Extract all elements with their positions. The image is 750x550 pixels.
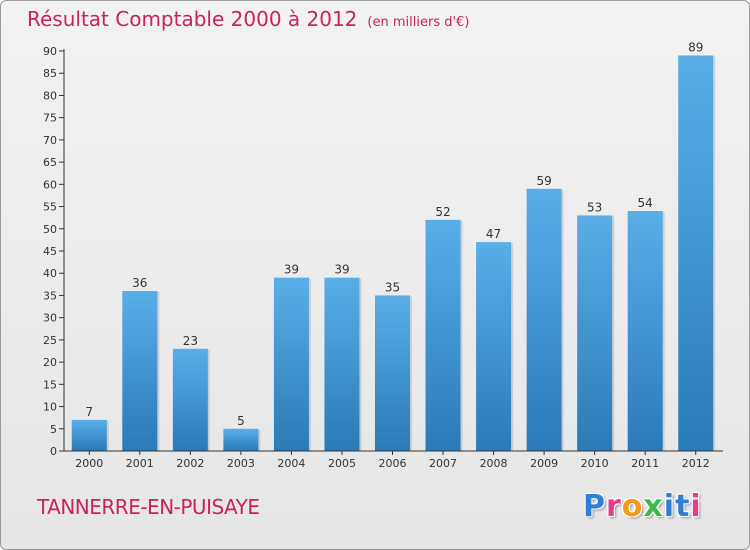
bar — [425, 219, 461, 451]
bar-value-label: 53 — [587, 200, 602, 214]
x-tick-label: 2010 — [581, 457, 609, 470]
x-tick-label: 2009 — [530, 457, 558, 470]
logo-letter: x — [643, 489, 664, 524]
bar — [324, 277, 360, 451]
x-tick-label: 2006 — [379, 457, 407, 470]
y-tick-label: 85 — [43, 67, 57, 80]
y-tick-label: 25 — [43, 334, 57, 347]
bar — [526, 188, 562, 451]
bar-value-label: 36 — [132, 276, 147, 290]
bar-value-label: 54 — [638, 196, 653, 210]
bar-value-label: 23 — [183, 334, 198, 348]
proxiti-logo: Proxiti — [583, 489, 702, 524]
y-tick-label: 30 — [43, 312, 57, 325]
bar-value-label: 89 — [688, 40, 703, 54]
x-axis: 2000 2001 2002 2003 2004 2005 2006 2007 2008 2009… — [64, 450, 723, 470]
y-tick-label: 35 — [43, 289, 57, 302]
logo-letter: P — [583, 489, 606, 524]
bar — [476, 242, 512, 451]
x-tick-label: 2005 — [328, 457, 356, 470]
x-tick-label: 2004 — [277, 457, 305, 470]
x-tick-label: 2001 — [126, 457, 154, 470]
y-tick-label: 50 — [43, 223, 57, 236]
y-tick-label: 75 — [43, 112, 57, 125]
bar-value-label: 39 — [334, 263, 349, 277]
bar — [71, 419, 107, 451]
y-tick-label: 0 — [50, 445, 57, 458]
y-tick-label: 10 — [43, 401, 57, 414]
y-tick-label: 5 — [50, 423, 57, 436]
x-tick-label: 2008 — [480, 457, 508, 470]
bar-value-label: 39 — [284, 263, 299, 277]
y-axis: 0 5 10 15 20 25 30 35 40 45 50 55 60 65 70 75 80 85 90 — [43, 45, 65, 458]
bar — [122, 291, 158, 451]
bar-value-label: 59 — [536, 174, 551, 188]
bar-value-label: 5 — [237, 414, 245, 428]
y-tick-label: 65 — [43, 156, 57, 169]
logo-letter: o — [621, 489, 644, 524]
bar — [375, 295, 410, 451]
y-tick-label: 20 — [43, 356, 57, 369]
bar — [172, 348, 208, 451]
y-tick-label: 60 — [43, 178, 57, 191]
y-tick-label: 90 — [43, 45, 57, 58]
logo-letter: i — [690, 489, 702, 524]
y-tick-label: 80 — [43, 89, 57, 102]
chart-title: Résultat Comptable 2000 à 2012 (en millie… — [27, 7, 469, 31]
bar — [678, 55, 714, 451]
y-tick-label: 40 — [43, 267, 57, 280]
y-tick-label: 55 — [43, 201, 57, 214]
commune-name: TANNERRE-EN-PUISAYE — [37, 495, 260, 519]
x-tick-label: 2012 — [682, 457, 710, 470]
y-tick-label: 45 — [43, 245, 57, 258]
bar — [627, 211, 663, 451]
bar-value-label: 47 — [486, 227, 501, 241]
bar — [577, 215, 613, 451]
logo-letter: r — [606, 489, 622, 524]
x-tick-label: 2003 — [227, 457, 255, 470]
logo-letter: i — [663, 489, 676, 524]
x-tick-label: 2002 — [176, 457, 204, 470]
bar-value-label: 7 — [85, 405, 93, 419]
x-tick-label: 2007 — [429, 457, 457, 470]
bar-value-label: 35 — [385, 280, 400, 294]
chart-subtitle: (en milliers d'€) — [367, 15, 470, 30]
logo-letter: t — [675, 489, 691, 524]
bar — [273, 277, 309, 451]
y-tick-label: 70 — [43, 134, 57, 147]
bar — [223, 428, 259, 451]
bar-series: 7 36 23 5 39 39 35 52 47 59 53 54 89 — [71, 40, 716, 451]
x-tick-label: 2011 — [631, 457, 659, 470]
chart-title-text: Résultat Comptable 2000 à 2012 — [27, 7, 358, 31]
bar-value-label: 52 — [435, 205, 450, 219]
y-tick-label: 15 — [43, 378, 57, 391]
x-tick-label: 2000 — [75, 457, 103, 470]
